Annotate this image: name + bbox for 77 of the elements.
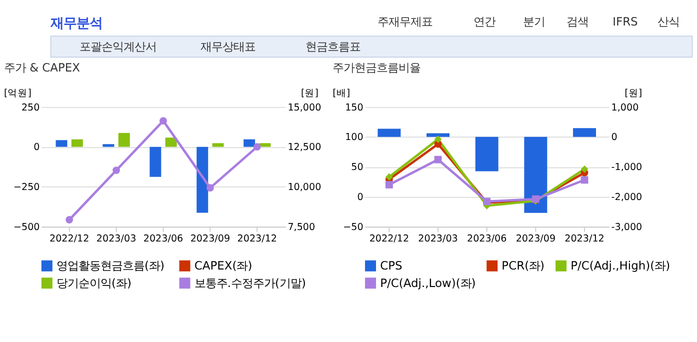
bar (378, 128, 401, 137)
text: 연간 (473, 14, 496, 29)
bar (426, 133, 450, 137)
x-tick-label: 2023/06 (466, 233, 507, 244)
y2-tick-label: 15,000 (288, 102, 322, 114)
bar (212, 143, 224, 147)
x-tick-label: 2023/03 (418, 233, 458, 244)
point (385, 181, 393, 188)
y2-tick-label: 7,500 (288, 222, 316, 233)
bar (475, 136, 498, 172)
text: 현금흐름표 (306, 39, 361, 54)
y2-axis-title: [원] (624, 88, 642, 99)
y-tick-label: 150 (345, 102, 364, 114)
bar (165, 138, 177, 147)
legend-label: CAPEX(좌) (194, 258, 252, 273)
y-tick-label: 250 (21, 102, 40, 114)
point (112, 166, 120, 174)
point (160, 117, 167, 125)
y-tick-label: 50 (351, 162, 364, 174)
y-axis-title: [억원] (4, 88, 32, 99)
text: IFRS (612, 14, 638, 29)
chart-title: 주가현금흐름비율 (332, 60, 420, 75)
point (385, 173, 393, 181)
y-tick-label: 0 (34, 142, 40, 154)
y-axis-title: [배] (332, 88, 350, 99)
text: 주재무제표 (377, 14, 432, 29)
bar (244, 139, 256, 147)
y-tick-label: −250 (13, 182, 40, 194)
y-tick-label: −500 (13, 222, 40, 233)
legend-label: P/C(Adj.,Low)(좌) (380, 276, 476, 290)
x-tick-label: 2022/12 (369, 233, 410, 244)
bar (196, 146, 208, 213)
bar (102, 144, 114, 147)
point (580, 165, 588, 173)
text: 재무상태표 (200, 39, 256, 54)
bar (259, 143, 271, 147)
bar (150, 146, 162, 177)
x-tick-label: 2023/03 (96, 233, 136, 244)
text: 재무분석 (50, 16, 103, 32)
point (66, 216, 74, 224)
bar (118, 132, 130, 147)
bar (71, 139, 83, 147)
y-tick-label: 0 (357, 192, 364, 204)
y2-tick-label: -3,000 (611, 222, 642, 233)
y2-tick-label: 0 (611, 132, 618, 144)
x-tick-label: 2022/12 (49, 233, 90, 244)
point (206, 184, 214, 192)
y2-tick-label: 10,000 (288, 182, 322, 194)
chart-title: 주가 & CAPEX (4, 60, 80, 75)
legend-label: PCR(좌) (502, 258, 545, 273)
y-tick-label: −50 (343, 222, 364, 233)
text: 산식 (657, 14, 680, 29)
y2-tick-label: 1,000 (611, 102, 639, 114)
y2-axis-title: [원] (300, 88, 318, 99)
y-tick-label: 100 (345, 132, 364, 144)
bar (573, 128, 596, 137)
point (253, 143, 261, 151)
legend-label: CPS (380, 258, 402, 273)
legend-label: 당기순이익(좌) (56, 276, 132, 290)
y2-tick-label: -1,000 (611, 162, 642, 174)
y2-tick-label: 12,500 (288, 142, 322, 154)
point (580, 176, 588, 184)
x-tick-label: 2023/12 (237, 233, 278, 244)
bar (56, 140, 68, 147)
legend-label: P/C(Adj.,High)(좌) (570, 258, 670, 273)
y2-tick-label: -2,000 (611, 192, 642, 204)
point (434, 156, 442, 164)
x-tick-label: 2023/06 (143, 233, 184, 244)
text: 검색 (566, 14, 588, 29)
text: 분기 (523, 14, 546, 29)
x-tick-label: 2023/09 (190, 233, 230, 244)
legend-label: 영업활동현금흐름(좌) (56, 258, 164, 273)
bar (524, 136, 548, 213)
x-tick-label: 2023/09 (516, 233, 556, 244)
legend-label: 보통주.수정주가(기말) (194, 276, 306, 290)
text: 포괄손익계산서 (79, 39, 156, 54)
x-tick-label: 2023/12 (564, 233, 604, 244)
